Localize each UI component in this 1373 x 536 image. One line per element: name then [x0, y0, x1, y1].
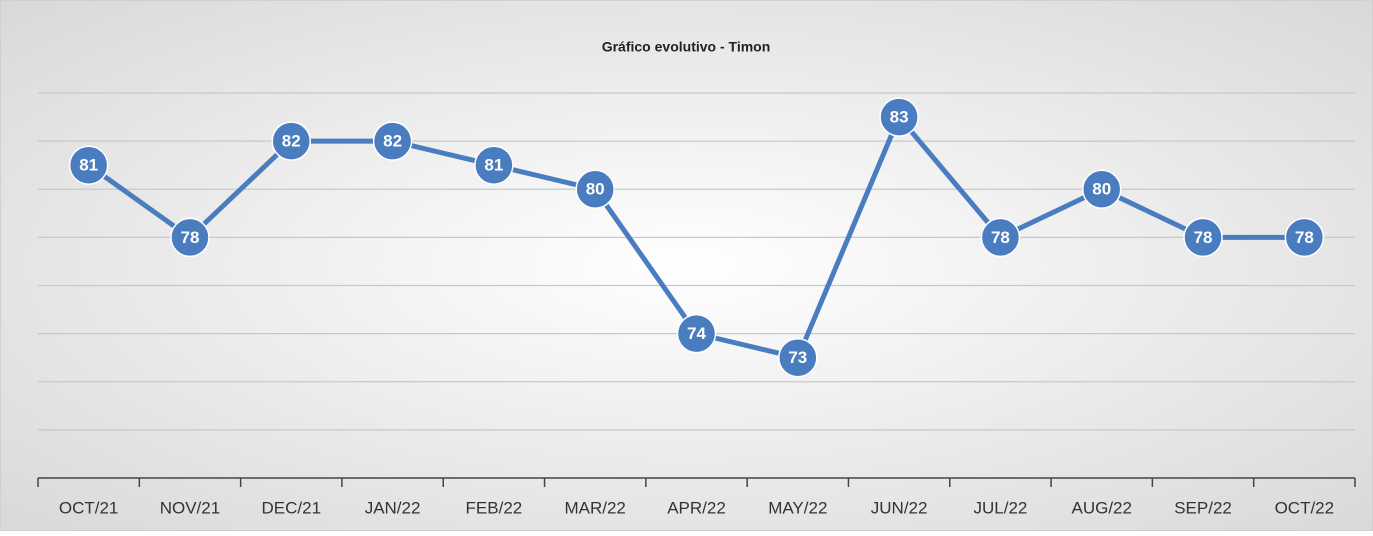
marker: [474, 145, 514, 185]
x-tick-label: NOV/21: [160, 498, 220, 517]
marker: [980, 217, 1021, 258]
marker: [879, 97, 919, 137]
x-tick-label: DEC/21: [262, 498, 322, 517]
marker: [1284, 217, 1325, 258]
x-tick-label: JAN/22: [365, 498, 421, 517]
marker: [170, 217, 210, 258]
data-label: 80: [586, 180, 605, 199]
x-tick-label: FEB/22: [466, 498, 523, 517]
marker: [271, 121, 312, 161]
chart-title: Gráfico evolutivo - Timon: [602, 39, 771, 55]
data-label: 78: [1295, 228, 1314, 247]
marker: [68, 145, 109, 185]
x-tick-label: JUN/22: [871, 498, 928, 517]
data-label: 78: [1194, 228, 1213, 247]
data-label: 73: [788, 348, 807, 367]
data-label: 80: [1092, 180, 1111, 199]
marker: [1081, 169, 1122, 209]
marker: [1183, 217, 1223, 258]
data-label: 81: [484, 156, 503, 175]
data-label: 81: [79, 156, 98, 175]
x-tick-label: OCT/22: [1275, 498, 1335, 517]
x-tick-label: SEP/22: [1174, 498, 1232, 517]
x-tick-label: AUG/22: [1071, 498, 1131, 517]
data-label: 82: [282, 132, 301, 151]
data-label: 82: [383, 132, 402, 151]
data-label: 78: [991, 228, 1010, 247]
x-tick-label: OCT/21: [59, 498, 119, 517]
x-tick-label: MAY/22: [768, 498, 827, 517]
x-tick-label: MAR/22: [564, 498, 625, 517]
data-label: 74: [687, 324, 706, 343]
marker: [372, 121, 413, 161]
data-label: 83: [890, 108, 909, 127]
x-tick-label: APR/22: [667, 498, 726, 517]
x-tick-label: JUL/22: [973, 498, 1027, 517]
marker: [575, 169, 615, 209]
data-label: 78: [181, 228, 200, 247]
marker: [676, 313, 717, 354]
marker: [778, 337, 818, 378]
